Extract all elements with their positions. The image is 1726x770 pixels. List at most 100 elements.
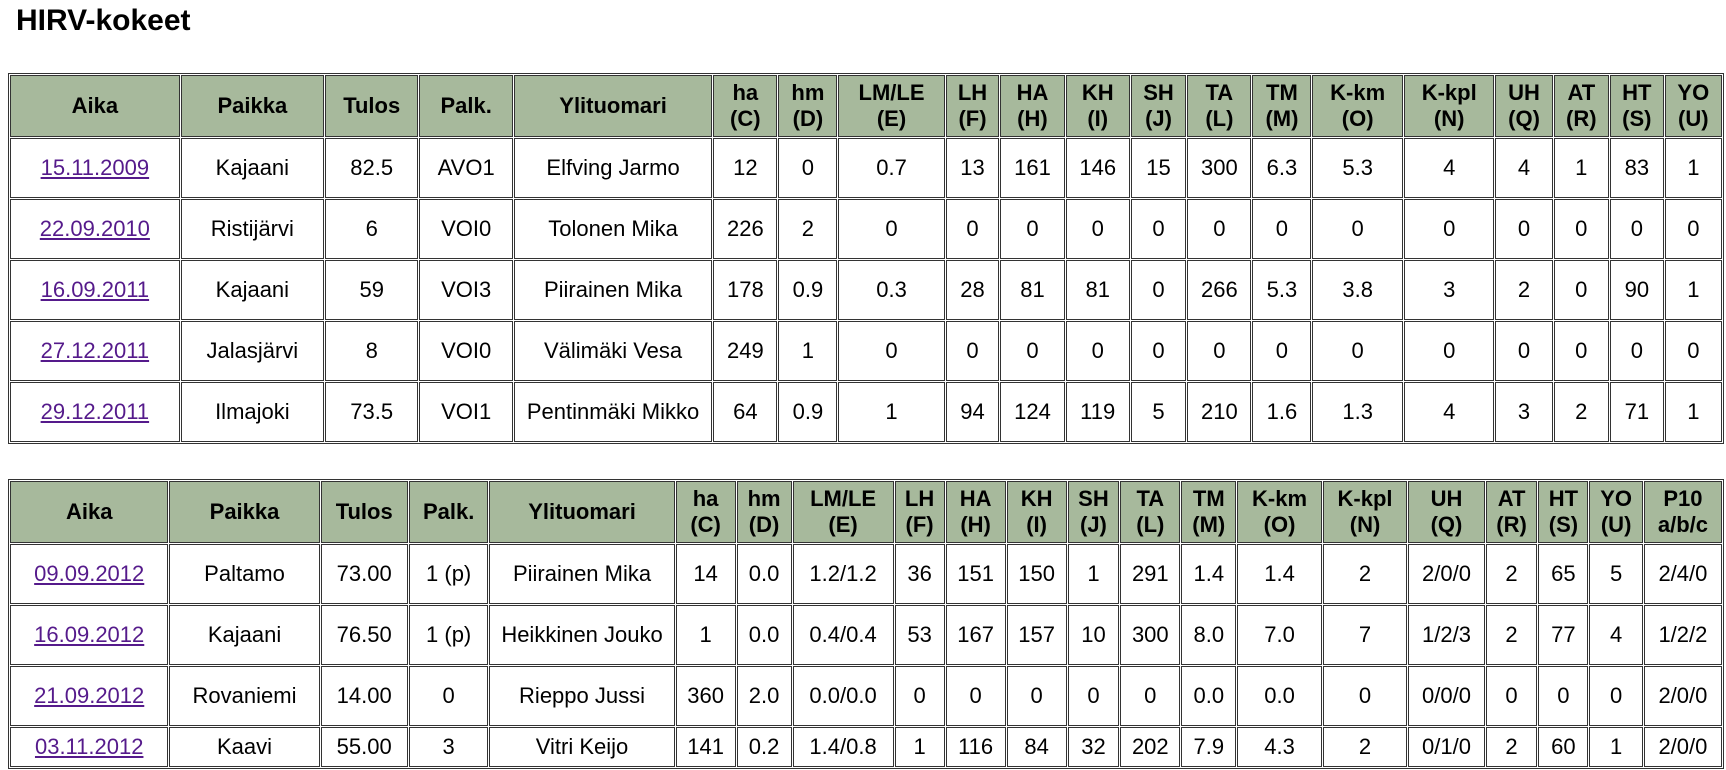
column-header: TA (L) bbox=[1120, 481, 1181, 543]
header-text: (O) bbox=[1263, 512, 1296, 537]
date-link[interactable]: 27.12.2011 bbox=[40, 338, 150, 363]
cell: 2 bbox=[1322, 727, 1408, 767]
cell: 59 bbox=[324, 260, 419, 320]
cell: Jalasjärvi bbox=[180, 321, 324, 381]
cell: 124 bbox=[1000, 382, 1065, 442]
column-header: P10 a/b/c bbox=[1643, 481, 1722, 543]
cell: 0.0 bbox=[736, 605, 792, 665]
cell: 1 bbox=[894, 727, 945, 767]
column-header: TM (M) bbox=[1252, 75, 1312, 137]
column-header: YO (U) bbox=[1589, 481, 1643, 543]
cell: 1 bbox=[1664, 138, 1722, 198]
cell: 141 bbox=[675, 727, 736, 767]
date-link[interactable]: 16.09.2012 bbox=[34, 622, 145, 647]
header-text: SH bbox=[1078, 486, 1109, 511]
cell: 0 bbox=[1403, 321, 1495, 381]
header-text: K-km bbox=[1330, 80, 1386, 105]
cell: 249 bbox=[713, 321, 778, 381]
header-text: UH bbox=[1430, 486, 1463, 511]
cell: 0 bbox=[1130, 260, 1187, 320]
cell: 0 bbox=[1664, 321, 1722, 381]
cell: 5.3 bbox=[1252, 260, 1312, 320]
date-link[interactable]: 09.09.2012 bbox=[34, 561, 145, 586]
cell: 81 bbox=[1000, 260, 1065, 320]
cell: 1 bbox=[1553, 138, 1609, 198]
cell: 0.0 bbox=[1237, 666, 1322, 726]
cell: 0 bbox=[1067, 666, 1120, 726]
header-text: YO bbox=[1600, 486, 1633, 511]
column-header: Palk. bbox=[408, 481, 489, 543]
date-link[interactable]: 29.12.2011 bbox=[40, 399, 150, 424]
column-header: SH (J) bbox=[1130, 75, 1187, 137]
cell: 94 bbox=[945, 382, 1000, 442]
cell: 1.4 bbox=[1181, 544, 1237, 604]
cell: 1.4 bbox=[1237, 544, 1322, 604]
header-text: Aika bbox=[71, 93, 119, 118]
header-text: ha bbox=[692, 486, 719, 511]
data-row: 16.09.2012 Kajaani 76.50 1 (p) Heikkinen Jou… bbox=[10, 605, 1722, 665]
cell: 71 bbox=[1610, 382, 1664, 442]
cell: 2 bbox=[1553, 382, 1609, 442]
header-text: ha bbox=[732, 80, 759, 105]
column-header: TM (M) bbox=[1181, 481, 1237, 543]
header-text: HA bbox=[1016, 80, 1049, 105]
date-link[interactable]: 21.09.2012 bbox=[34, 683, 145, 708]
cell: Rovaniemi bbox=[169, 666, 320, 726]
cell: 0 bbox=[1553, 199, 1609, 259]
cell: 0 bbox=[1312, 199, 1403, 259]
date-link[interactable]: 15.11.2009 bbox=[40, 155, 150, 180]
column-header: AT (R) bbox=[1553, 75, 1609, 137]
column-header: Paikka bbox=[180, 75, 324, 137]
column-header: Aika bbox=[10, 481, 169, 543]
cell: 0 bbox=[1120, 666, 1181, 726]
cell: 36 bbox=[894, 544, 945, 604]
header-text: (C) bbox=[690, 512, 721, 537]
header-text: (S) bbox=[1622, 106, 1652, 131]
data-row: 29.12.2011 Ilmajoki 73.5 VOI1 Pentinmäki Mik… bbox=[10, 382, 1722, 442]
cell: 81 bbox=[1065, 260, 1130, 320]
cell: Kaavi bbox=[169, 727, 320, 767]
cell: 14.00 bbox=[320, 666, 408, 726]
cell: 73.5 bbox=[324, 382, 419, 442]
cell: 2/4/0 bbox=[1643, 544, 1722, 604]
cell: 0 bbox=[1252, 199, 1312, 259]
cell: Kajaani bbox=[180, 260, 324, 320]
header-text: KH bbox=[1020, 486, 1053, 511]
cell: 1 bbox=[1067, 544, 1120, 604]
header-text: (F) bbox=[958, 106, 987, 131]
header-text: TM bbox=[1266, 80, 1298, 105]
cell: 1 bbox=[838, 382, 945, 442]
header-text: (C) bbox=[730, 106, 761, 131]
column-header: YO (U) bbox=[1664, 75, 1722, 137]
header-text: (U) bbox=[1678, 106, 1709, 131]
cell: 0 bbox=[1589, 666, 1643, 726]
cell: Piirainen Mika bbox=[489, 544, 675, 604]
cell: 83 bbox=[1610, 138, 1664, 198]
date-cell: 22.09.2010 bbox=[10, 199, 180, 259]
header-text: TA bbox=[1205, 80, 1234, 105]
date-cell: 09.09.2012 bbox=[10, 544, 169, 604]
header-text: Ylituomari bbox=[528, 499, 636, 524]
date-link[interactable]: 03.11.2012 bbox=[34, 734, 144, 759]
cell: 10 bbox=[1067, 605, 1120, 665]
column-header: K-kpl (N) bbox=[1403, 75, 1495, 137]
header-text: a/b/c bbox=[1657, 512, 1708, 537]
date-cell: 29.12.2011 bbox=[10, 382, 180, 442]
cell: 178 bbox=[713, 260, 778, 320]
cell: Piirainen Mika bbox=[513, 260, 713, 320]
header-text: LH bbox=[904, 486, 935, 511]
cell: 161 bbox=[1000, 138, 1065, 198]
cell: 84 bbox=[1006, 727, 1067, 767]
date-link[interactable]: 22.09.2010 bbox=[39, 216, 150, 241]
date-link[interactable]: 16.09.2011 bbox=[40, 277, 150, 302]
cell: 0 bbox=[1610, 321, 1664, 381]
column-header: HA (H) bbox=[945, 481, 1006, 543]
cell: 53 bbox=[894, 605, 945, 665]
header-text: AT bbox=[1497, 486, 1526, 511]
cell: 82.5 bbox=[324, 138, 419, 198]
column-header: Tulos bbox=[320, 481, 408, 543]
data-row: 15.11.2009 Kajaani 82.5 AVO1 Elfving Jarmo 12… bbox=[10, 138, 1722, 198]
data-row: 21.09.2012 Rovaniemi 14.00 0 Rieppo Jussi 360… bbox=[10, 666, 1722, 726]
header-text: HA bbox=[959, 486, 992, 511]
header-text: LM/LE bbox=[858, 80, 925, 105]
